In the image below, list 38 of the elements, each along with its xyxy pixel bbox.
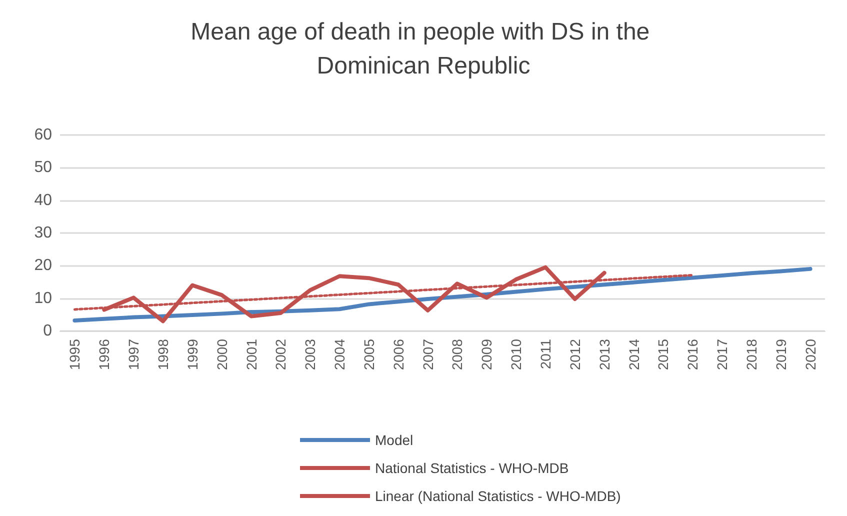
- y-tick-label: 40: [34, 192, 52, 209]
- chart-title: Mean age of death in people with DS in the Dominican Republic: [190, 18, 656, 80]
- x-tick-label: 2005: [360, 338, 377, 370]
- y-tick-label: 60: [34, 126, 52, 144]
- x-tick-label: 1998: [154, 338, 171, 370]
- x-tick-label: 1995: [66, 338, 83, 370]
- x-tick-label: 2017: [714, 338, 730, 370]
- x-tick-label: 2009: [478, 338, 495, 370]
- x-tick-label: 2008: [449, 338, 466, 370]
- y-tick-label: 30: [34, 224, 52, 242]
- x-tick-label: 2018: [743, 338, 760, 370]
- y-tick-label: 10: [34, 290, 52, 307]
- x-tick-label: 2000: [214, 338, 230, 370]
- x-tick-label: 2004: [332, 338, 348, 370]
- x-tick-label: 2001: [243, 338, 260, 370]
- x-tick-label: 2007: [420, 338, 436, 370]
- x-tick-label: 2012: [566, 338, 583, 370]
- x-tick-label: 2006: [390, 338, 406, 370]
- legend-label: Linear (National Statistics - WHO-MDB): [375, 488, 621, 504]
- x-tick-label: 2016: [684, 338, 701, 370]
- x-tick-label: 2010: [508, 338, 524, 370]
- x-tick-label: 2014: [626, 338, 642, 370]
- y-tick-label: 20: [34, 257, 52, 274]
- x-tick-label: 1997: [126, 338, 142, 370]
- x-tick-label: 2002: [272, 338, 289, 370]
- x-tick-label: 2013: [596, 338, 612, 370]
- x-tick-label: 2019: [772, 338, 789, 370]
- legend-label: Model: [375, 432, 414, 448]
- y-tick-label: 50: [34, 159, 52, 176]
- x-tick-label: 2003: [302, 338, 318, 370]
- x-tick-label: 1999: [184, 338, 200, 370]
- line-series: [72, 266, 812, 323]
- y-tick-label: 0: [43, 322, 52, 340]
- x-tick-label: 1996: [96, 338, 112, 370]
- x-tick-label: 2020: [802, 338, 818, 370]
- x-tick-label: 2011: [537, 338, 554, 370]
- legend-label: National Statistics - WHO-MDB: [375, 460, 569, 476]
- x-tick-label: 2015: [655, 338, 672, 370]
